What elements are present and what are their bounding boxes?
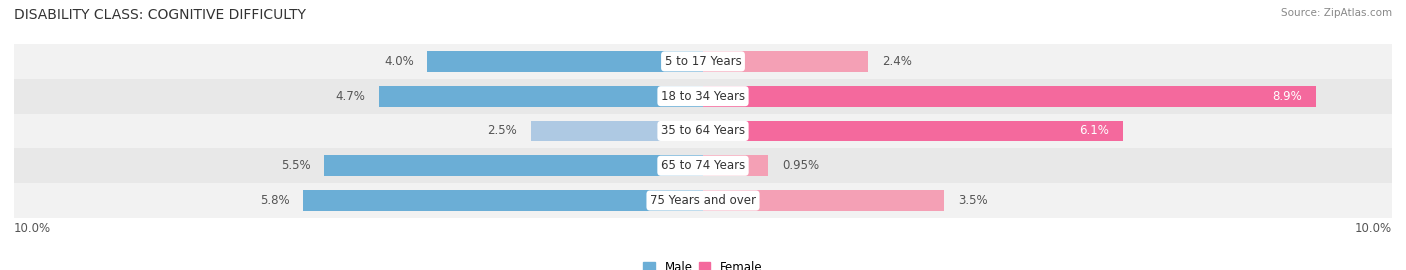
Bar xyxy=(14,183,1392,218)
Bar xyxy=(703,86,1316,107)
Text: 5.5%: 5.5% xyxy=(281,159,311,172)
Bar xyxy=(380,86,703,107)
Text: 3.5%: 3.5% xyxy=(957,194,987,207)
Text: 5 to 17 Years: 5 to 17 Years xyxy=(665,55,741,68)
Bar xyxy=(703,155,769,176)
Text: 5.8%: 5.8% xyxy=(260,194,290,207)
Text: 75 Years and over: 75 Years and over xyxy=(650,194,756,207)
Bar xyxy=(703,190,945,211)
Bar xyxy=(14,114,1392,148)
Text: 4.0%: 4.0% xyxy=(384,55,413,68)
Text: 10.0%: 10.0% xyxy=(1355,222,1392,235)
Text: 18 to 34 Years: 18 to 34 Years xyxy=(661,90,745,103)
Bar xyxy=(703,51,869,72)
Text: 65 to 74 Years: 65 to 74 Years xyxy=(661,159,745,172)
Text: 8.9%: 8.9% xyxy=(1272,90,1302,103)
Text: 2.5%: 2.5% xyxy=(488,124,517,137)
Bar xyxy=(304,190,703,211)
Text: 6.1%: 6.1% xyxy=(1080,124,1109,137)
Text: DISABILITY CLASS: COGNITIVE DIFFICULTY: DISABILITY CLASS: COGNITIVE DIFFICULTY xyxy=(14,8,307,22)
Bar xyxy=(703,120,1123,141)
Bar xyxy=(14,79,1392,114)
Bar xyxy=(427,51,703,72)
Text: 4.7%: 4.7% xyxy=(336,90,366,103)
Text: 0.95%: 0.95% xyxy=(782,159,820,172)
Bar xyxy=(14,44,1392,79)
Text: 35 to 64 Years: 35 to 64 Years xyxy=(661,124,745,137)
Legend: Male, Female: Male, Female xyxy=(638,256,768,270)
Text: 10.0%: 10.0% xyxy=(14,222,51,235)
Bar xyxy=(14,148,1392,183)
Bar xyxy=(531,120,703,141)
Bar xyxy=(323,155,703,176)
Text: 2.4%: 2.4% xyxy=(882,55,912,68)
Text: Source: ZipAtlas.com: Source: ZipAtlas.com xyxy=(1281,8,1392,18)
